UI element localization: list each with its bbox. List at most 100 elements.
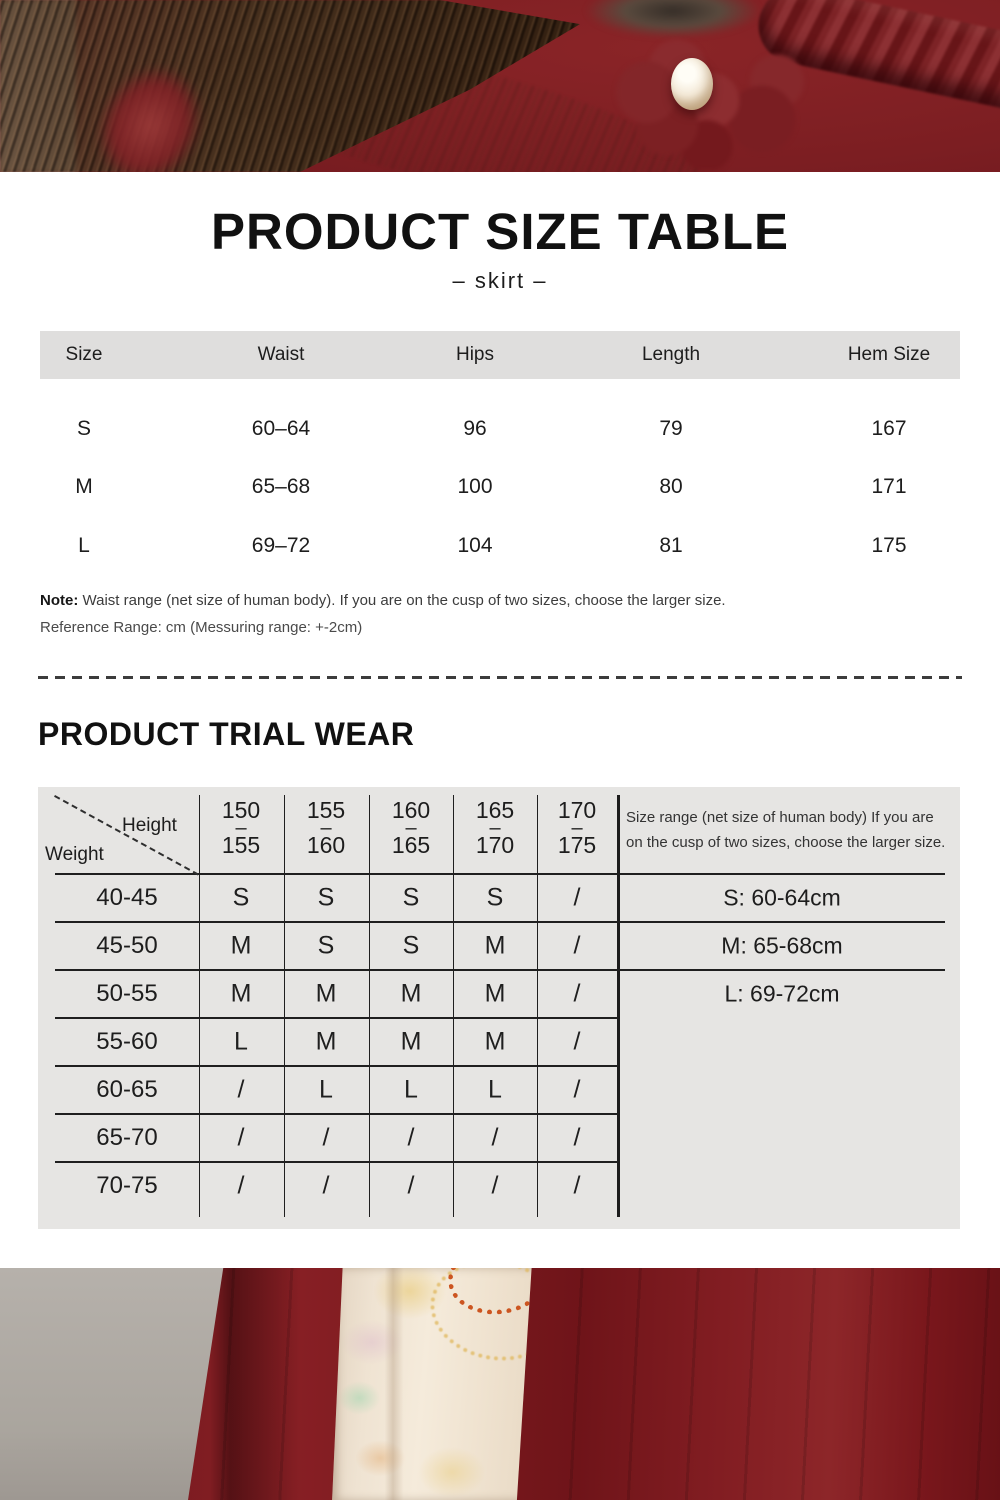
size-table-cell: 175	[871, 534, 907, 557]
size-table-cell: 65–68	[251, 475, 311, 498]
trial-cell: S	[232, 883, 250, 912]
table-grid-line	[537, 795, 538, 1217]
size-table-header: Hem Size	[847, 344, 931, 365]
size-table-cell: 171	[871, 475, 907, 498]
trial-cell: S	[317, 931, 335, 960]
note-line: on the cusp of two sizes, choose the lar…	[626, 834, 946, 851]
height-from: 170	[557, 797, 597, 823]
page-subtitle: – skirt –	[452, 268, 548, 293]
size-table-note: Note: Waist range (net size of human bod…	[40, 592, 726, 609]
size-table-header: Hips	[455, 344, 495, 365]
table-grid-line	[55, 921, 945, 923]
table-grid-line	[199, 795, 200, 1217]
trial-cell: L	[488, 1075, 502, 1104]
height-to: 175	[557, 832, 597, 858]
height-from: 155	[306, 797, 346, 823]
height-to: 170	[475, 832, 515, 858]
trial-cell: /	[573, 1075, 581, 1104]
size-table-header: Length	[641, 344, 701, 365]
size-table-cell: 69–72	[251, 534, 311, 557]
trial-cell: M	[230, 979, 252, 1008]
weight-row-label: 60-65	[96, 1076, 158, 1103]
trial-cell: M	[484, 931, 506, 960]
trial-cell: M	[400, 1027, 422, 1056]
weight-row-label: 40-45	[96, 884, 158, 911]
corner-label-height: Height	[122, 815, 177, 836]
height-to: 155	[221, 832, 261, 858]
fur-collar	[585, 0, 761, 38]
trial-cell: /	[573, 931, 581, 960]
table-grid-line	[55, 873, 945, 875]
range-dash: –	[405, 817, 417, 839]
size-table-cell: 60–64	[251, 417, 311, 440]
height-from: 160	[391, 797, 431, 823]
trial-cell: M	[484, 979, 506, 1008]
trial-cell: /	[237, 1123, 245, 1152]
height-to: 160	[306, 832, 346, 858]
trial-cell: M	[315, 979, 337, 1008]
trial-cell: M	[400, 979, 422, 1008]
size-table-cell: 96	[463, 417, 487, 440]
weight-row-label: 45-50	[96, 932, 158, 959]
trial-cell: /	[573, 1171, 581, 1200]
dashed-divider	[38, 676, 962, 679]
note-label: Note:	[40, 592, 79, 609]
range-dash: –	[571, 817, 583, 839]
size-table-cell: S	[76, 417, 92, 440]
size-table-cell: 81	[659, 534, 683, 557]
trial-cell: /	[573, 1123, 581, 1152]
trial-cell: /	[237, 1171, 245, 1200]
height-column-header: 155 – 160	[307, 798, 345, 858]
weight-row-label: 55-60	[96, 1028, 158, 1055]
size-table-header: Waist	[257, 344, 305, 365]
size-table-header: Size	[65, 344, 103, 365]
size-range-label: M: 65-68cm	[721, 932, 843, 959]
trial-wear-title: PRODUCT TRIAL WEAR	[38, 716, 415, 752]
height-to: 165	[391, 832, 431, 858]
table-grid-line	[284, 795, 285, 1217]
trial-cell: /	[573, 883, 581, 912]
trial-cell: M	[230, 931, 252, 960]
trial-cell: L	[404, 1075, 418, 1104]
height-from: 165	[475, 797, 515, 823]
size-table-cell: M	[75, 475, 93, 498]
weight-row-label: 50-55	[96, 980, 158, 1007]
height-column-header: 170 – 175	[558, 798, 596, 858]
trial-cell: /	[322, 1123, 330, 1152]
trial-cell: /	[491, 1171, 499, 1200]
trial-cell: L	[319, 1075, 333, 1104]
trial-cell: S	[486, 883, 504, 912]
range-dash: –	[235, 817, 247, 839]
trial-cell: M	[484, 1027, 506, 1056]
trial-wear-note: Size range (net size of human body) If y…	[626, 805, 976, 855]
height-column-header: 165 – 170	[476, 798, 514, 858]
table-divider-line	[617, 795, 620, 1217]
height-column-header: 150 – 155	[222, 798, 260, 858]
wall-background	[0, 1268, 224, 1500]
size-table-cell: 104	[457, 534, 493, 557]
size-range-label: L: 69-72cm	[724, 980, 840, 1007]
weight-row-label: 65-70	[96, 1124, 158, 1151]
height-from: 150	[221, 797, 261, 823]
trial-cell: /	[573, 1027, 581, 1056]
brocade-panel	[332, 1268, 532, 1500]
trial-wear-table: Height Weight 150 – 155 155 – 160 160 – …	[38, 787, 960, 1229]
size-table-cell: 79	[659, 417, 683, 440]
knot-flower-button	[612, 36, 862, 170]
note-text: Waist range (net size of human body). If…	[82, 592, 726, 609]
pearl-button	[671, 58, 713, 110]
trial-cell: /	[407, 1123, 415, 1152]
trial-cell: /	[407, 1171, 415, 1200]
table-grid-line	[55, 1161, 618, 1163]
table-grid-line	[55, 1113, 618, 1115]
weight-row-label: 70-75	[96, 1172, 158, 1199]
product-photo-top	[0, 0, 1000, 172]
corner-label-weight: Weight	[45, 844, 104, 865]
range-dash: –	[320, 817, 332, 839]
range-dash: –	[489, 817, 501, 839]
trial-cell: M	[315, 1027, 337, 1056]
trial-cell: /	[237, 1075, 245, 1104]
table-grid-line	[453, 795, 454, 1217]
trial-cell: /	[573, 979, 581, 1008]
